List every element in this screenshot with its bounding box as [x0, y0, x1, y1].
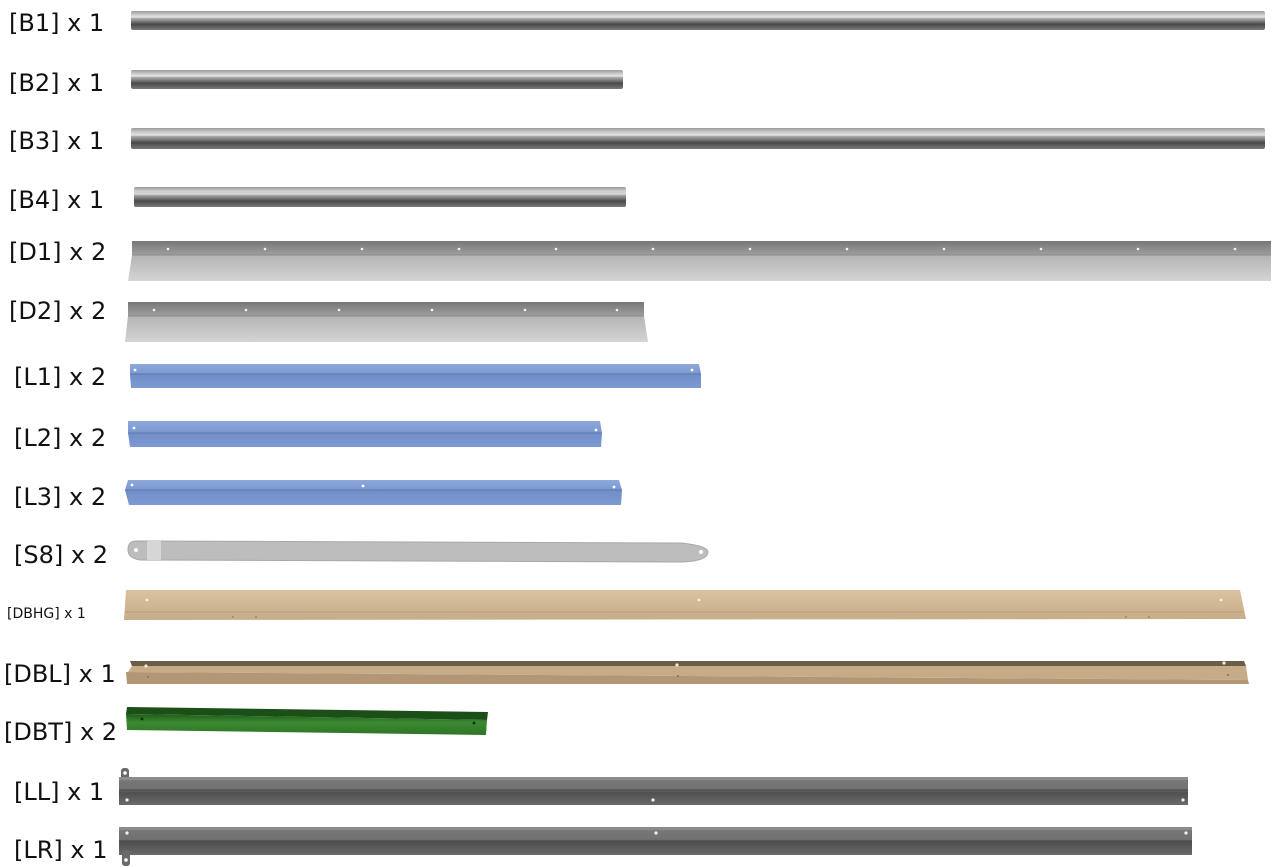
label-d2: [D2] x 2 — [9, 297, 107, 325]
part-ll — [119, 768, 1188, 805]
label-b4: [B4] x 1 — [9, 186, 105, 214]
part-l3 — [125, 480, 622, 505]
part-dbl — [126, 661, 1249, 684]
part-d2 — [125, 302, 648, 342]
label-b1: [B1] x 1 — [9, 9, 105, 37]
part-l2 — [128, 421, 602, 447]
label-dbl: [DBL] x 1 — [4, 660, 116, 688]
label-l2: [L2] x 2 — [14, 424, 107, 452]
label-lr: [LR] x 1 — [14, 836, 108, 864]
label-l1: [L1] x 2 — [14, 363, 107, 391]
part-l1 — [130, 364, 701, 388]
label-dbt: [DBT] x 2 — [4, 718, 118, 746]
part-dbt — [126, 707, 488, 735]
part-b2 — [131, 70, 623, 89]
label-b2: [B2] x 1 — [9, 69, 105, 97]
part-lr — [119, 827, 1192, 866]
part-b3 — [131, 128, 1265, 149]
label-ll: [LL] x 1 — [14, 778, 105, 806]
part-s8 — [127, 540, 709, 563]
part-b1 — [131, 11, 1265, 30]
part-d1 — [128, 241, 1271, 281]
label-d1: [D1] x 2 — [9, 238, 107, 266]
label-dbhg: [DBHG] x 1 — [7, 606, 86, 622]
label-l3: [L3] x 2 — [14, 483, 107, 511]
label-b3: [B3] x 1 — [9, 127, 105, 155]
label-s8: [S8] x 2 — [14, 541, 108, 569]
part-dbhg — [124, 590, 1246, 620]
part-b4 — [134, 187, 626, 207]
